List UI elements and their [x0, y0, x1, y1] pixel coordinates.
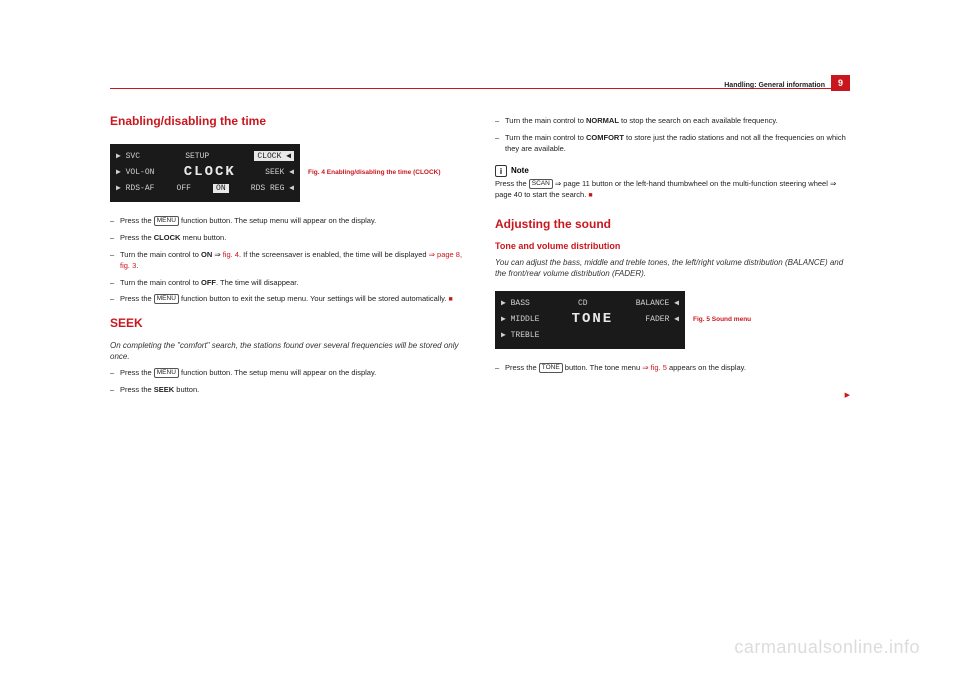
content-columns: Enabling/disabling the time ▶ SVC SETUP …	[110, 110, 850, 406]
bold: ON	[201, 250, 212, 259]
step: Press the MENU function button. The setu…	[110, 216, 465, 227]
t: .	[136, 261, 138, 270]
t: Press the	[120, 368, 154, 377]
note-heading: i Note	[495, 165, 850, 177]
clock-steps: Press the MENU function button. The setu…	[110, 216, 465, 306]
ref-link: ⇒ fig. 5	[642, 363, 667, 372]
section-title-sound: Adjusting the sound	[495, 217, 850, 231]
section-title-seek: SEEK	[110, 316, 465, 330]
menu-button-label: MENU	[154, 294, 179, 304]
note-label: Note	[511, 166, 529, 175]
t: Press the	[120, 385, 154, 394]
t: Press the	[120, 294, 154, 303]
end-square-icon: ■	[588, 192, 592, 199]
lcd-text: CD	[578, 299, 588, 308]
end-square-icon: ■	[449, 296, 453, 303]
lcd-text: ▶ VOL-ON	[116, 167, 154, 177]
step: Turn the main control to NORMAL to stop …	[495, 116, 850, 127]
lcd-text: ▶ MIDDLE	[501, 314, 539, 324]
t: appears on the display.	[667, 363, 746, 372]
lcd-text: SETUP	[185, 152, 209, 161]
left-column: Enabling/disabling the time ▶ SVC SETUP …	[110, 110, 465, 406]
bold: NORMAL	[586, 116, 619, 125]
figure-5-caption: Fig. 5 Sound menu	[693, 316, 751, 324]
scan-button-label: SCAN	[529, 179, 553, 189]
figure-5: ▶ BASS CD BALANCE ◀ ▶ MIDDLE TONE FADER …	[495, 285, 850, 355]
chapter-title: Handling: General information	[724, 82, 825, 89]
t: Press the	[120, 233, 154, 242]
continue-indicator: ▶	[495, 384, 850, 402]
sound-steps: Press the TONE button. The tone menu ⇒ f…	[495, 363, 850, 374]
lcd-highlight: ON	[213, 184, 229, 193]
watermark: carmanualsonline.info	[734, 637, 920, 658]
section-title-clock: Enabling/disabling the time	[110, 114, 465, 128]
figure-4: ▶ SVC SETUP CLOCK ◀ ▶ VOL-ON CLOCK SEEK …	[110, 138, 465, 208]
t: Press the	[120, 216, 154, 225]
sound-description: You can adjust the bass, middle and treb…	[495, 257, 850, 279]
menu-button-label: MENU	[154, 216, 179, 226]
bold: SEEK	[154, 385, 174, 394]
note-text: Press the SCAN ⇒ page 11 button or the l…	[495, 179, 850, 201]
t: . If the screensaver is enabled, the tim…	[239, 250, 429, 259]
t: button.	[174, 385, 199, 394]
step: Press the MENU function button to exit t…	[110, 294, 465, 305]
lcd-big: TONE	[572, 311, 614, 327]
subsection-title-tone: Tone and volume distribution	[495, 241, 850, 251]
lcd-text: ▶ RDS-AF	[116, 183, 154, 193]
header-rule: Handling: General information 9	[110, 88, 850, 93]
bold: CLOCK	[154, 233, 181, 242]
t: Press the	[505, 363, 539, 372]
step: Turn the main control to OFF. The time w…	[110, 278, 465, 289]
t: Turn the main control to	[120, 278, 201, 287]
step: Press the TONE button. The tone menu ⇒ f…	[495, 363, 850, 374]
triangle-icon: ▶	[845, 392, 850, 399]
lcd-text: SEEK ◀	[265, 167, 294, 177]
t: . The time will disappear.	[216, 278, 298, 287]
page-number: 9	[831, 75, 850, 91]
bold: OFF	[201, 278, 216, 287]
t: Turn the main control to	[120, 250, 201, 259]
seek-description: On completing the "comfort" search, the …	[110, 340, 465, 362]
ref-link: fig. 4	[223, 250, 239, 259]
lcd-text: ▶ TREBLE	[501, 330, 539, 340]
t: function button to exit the setup menu. …	[179, 294, 447, 303]
seek-steps-cont: Turn the main control to NORMAL to stop …	[495, 116, 850, 155]
t: function button. The setup menu will app…	[179, 368, 376, 377]
info-icon: i	[495, 165, 507, 177]
t: Turn the main control to	[505, 116, 586, 125]
t: Press the	[495, 179, 529, 188]
menu-button-label: MENU	[154, 368, 179, 378]
lcd-text: BALANCE ◀	[636, 298, 679, 308]
lcd-text: RDS REG ◀	[251, 183, 294, 193]
lcd-tone: ▶ BASS CD BALANCE ◀ ▶ MIDDLE TONE FADER …	[495, 291, 685, 349]
t: ⇒	[212, 250, 222, 259]
lcd-text: OFF	[177, 184, 191, 193]
lcd-clock: ▶ SVC SETUP CLOCK ◀ ▶ VOL-ON CLOCK SEEK …	[110, 144, 300, 202]
tone-button-label: TONE	[539, 363, 563, 373]
t: to stop the search on each available fre…	[619, 116, 778, 125]
t: button. The tone menu	[563, 363, 643, 372]
step: Turn the main control to ON ⇒ fig. 4. If…	[110, 250, 465, 272]
seek-steps: Press the MENU function button. The setu…	[110, 368, 465, 396]
step: Press the MENU function button. The setu…	[110, 368, 465, 379]
figure-4-caption: Fig. 4 Enabling/disabling the time (CLOC…	[308, 169, 441, 177]
step: Turn the main control to COMFORT to stor…	[495, 133, 850, 155]
t: Turn the main control to	[505, 133, 586, 142]
lcd-big: CLOCK	[184, 164, 236, 180]
t: menu button.	[180, 233, 226, 242]
page: Handling: General information 9 Enabling…	[0, 0, 960, 678]
lcd-highlight: CLOCK ◀	[254, 151, 294, 161]
step: Press the CLOCK menu button.	[110, 233, 465, 244]
step: Press the SEEK button.	[110, 385, 465, 396]
lcd-text: FADER ◀	[645, 314, 679, 324]
lcd-text: ▶ BASS	[501, 298, 530, 308]
right-column: Turn the main control to NORMAL to stop …	[495, 110, 850, 406]
bold: COMFORT	[586, 133, 624, 142]
t: function button. The setup menu will app…	[179, 216, 376, 225]
lcd-text: ▶ SVC	[116, 151, 140, 161]
